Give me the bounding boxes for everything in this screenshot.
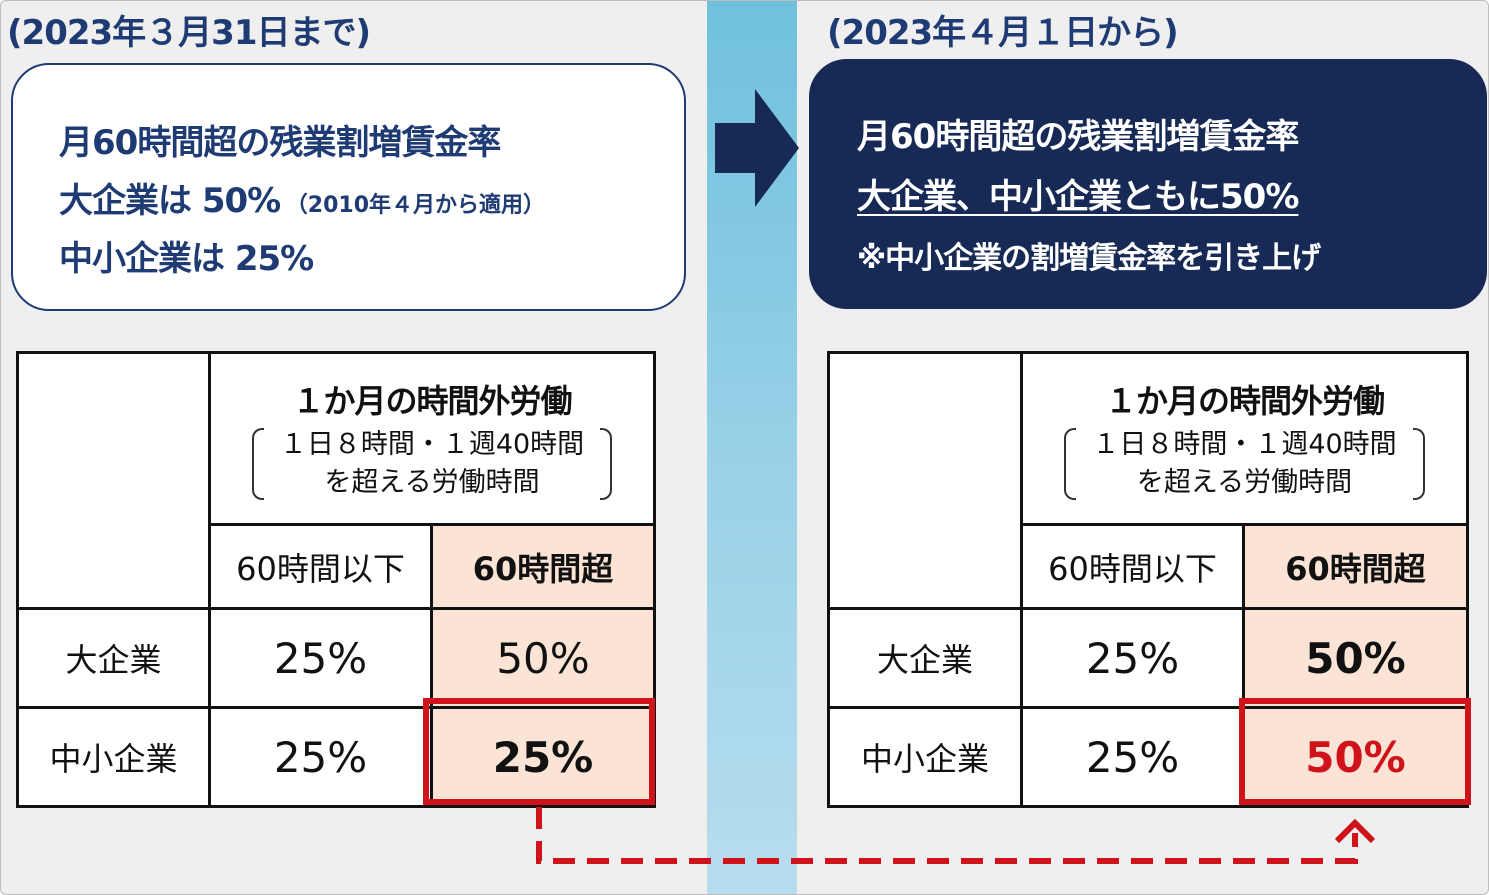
after-sme-over60: 50% [1241,706,1470,808]
after-header-title: １か月の時間外労働 [1105,381,1385,420]
after-summary-box: 月60時間超の残業割増賃金率 大企業、中小企業ともに50% ※中小企業の割増賃金… [809,59,1487,309]
before-header-subtitle: １日８時間・１週40時間 を超える労働時間 [251,426,613,502]
before-rate-table: １か月の時間外労働 １日８時間・１週40時間 を超える労働時間 60時間以下 6… [16,351,657,808]
before-box-line3: 中小企業は 25% [59,239,314,279]
before-heading: (2023年３月31日まで) [7,13,371,53]
after-header-subtitle: １日８時間・１週40時間 を超える労働時間 [1064,426,1426,502]
before-box-line2-main: 大企業は 50% [59,181,281,221]
after-col-over60: 60時間超 [1241,523,1470,610]
before-header-sub1: １日８時間・１週40時間 [279,428,585,460]
before-box-line1: 月60時間超の残業割増賃金率 [59,123,501,163]
before-col-under60: 60時間以下 [208,523,433,610]
after-highlight-box [1239,698,1471,805]
before-sme-under60: 25% [208,706,433,808]
before-header-sub2: を超える労働時間 [324,466,540,498]
before-col-over60: 60時間超 [429,523,657,610]
before-large-over60: 50% [429,607,657,709]
before-box-line2: 大企業は 50% （2010年４月から適用） [59,173,545,222]
after-rate-table: １か月の時間外労働 １日８時間・１週40時間 を超える労働時間 60時間以下 6… [827,351,1470,808]
before-box-line2-note: （2010年４月から適用） [285,193,546,218]
before-table-header: １か月の時間外労働 １日８時間・１週40時間 を超える労働時間 [207,351,657,526]
before-row-sme-label: 中小企業 [16,706,211,808]
before-large-under60: 25% [208,607,433,709]
after-table-corner [827,351,1023,610]
after-row-large-label: 大企業 [827,607,1023,709]
after-sme-under60: 25% [1020,706,1245,808]
after-box-line3: ※中小企業の割増賃金率を引き上げ [857,241,1321,276]
after-box-line2: 大企業、中小企業ともに50% [857,177,1299,217]
arrow-right-icon [715,89,799,207]
after-large-over60: 50% [1241,607,1470,709]
after-box-line1: 月60時間超の残業割増賃金率 [857,117,1299,157]
after-row-sme-label: 中小企業 [827,706,1023,808]
after-header-sub2: を超える労働時間 [1136,466,1353,498]
before-highlight-box [423,698,655,805]
after-large-under60: 25% [1020,607,1245,709]
before-sme-over60: 25% [429,706,657,808]
after-header-sub1: １日８時間・１週40時間 [1092,428,1397,460]
before-header-title: １か月の時間外労働 [292,381,573,420]
after-heading: (2023年４月１日から) [827,13,1179,53]
before-row-large-label: 大企業 [16,607,211,709]
before-summary-box: 月60時間超の残業割増賃金率 大企業は 50% （2010年４月から適用） 中小… [11,63,686,311]
after-col-under60: 60時間以下 [1020,523,1245,610]
after-table-header: １か月の時間外労働 １日８時間・１週40時間 を超える労働時間 [1019,351,1470,526]
before-table-corner [16,351,211,610]
